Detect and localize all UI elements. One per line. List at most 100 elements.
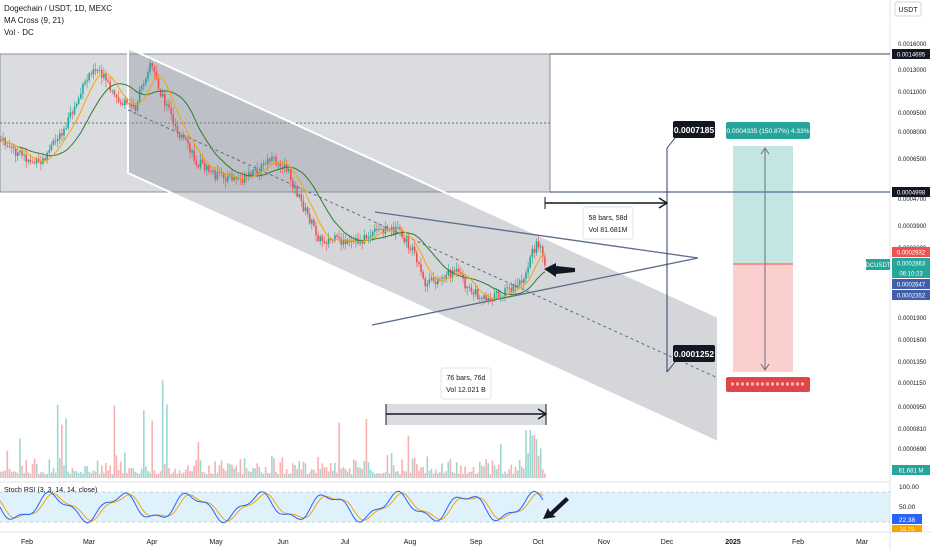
candle-body <box>224 178 227 182</box>
symbol-title[interactable]: Dogechain / USDT, 1D, MEXC <box>4 4 113 13</box>
volume-bar <box>107 470 109 478</box>
candle-body <box>208 165 210 172</box>
volume-bar <box>472 466 475 478</box>
volume-bar <box>443 472 445 478</box>
candle-body <box>439 278 441 280</box>
price-tags: 0.0014695 0.0004998 0.0002932 0.0002863 06:1… <box>892 49 930 475</box>
time-tick-label: Nov <box>598 539 611 546</box>
candle-body <box>182 135 185 138</box>
volume-bar <box>346 471 349 478</box>
candle-body <box>35 158 38 164</box>
volume-bar <box>481 465 483 478</box>
candle-body <box>75 103 78 107</box>
candle-body <box>88 73 90 81</box>
candle-body <box>525 272 527 279</box>
price-tag-text: 06:10:23 <box>899 272 923 278</box>
volume-bar <box>332 470 334 478</box>
stoch-tick-100: 100.00 <box>899 484 919 491</box>
candle-body <box>90 73 93 75</box>
candle-body <box>119 102 122 104</box>
volume-bar <box>365 418 368 478</box>
range-rectangle[interactable] <box>0 53 551 193</box>
candle-body <box>275 157 277 165</box>
volume-bar <box>405 471 408 478</box>
price-pane[interactable] <box>0 0 890 482</box>
currency-button[interactable] <box>894 1 922 17</box>
candle-body <box>107 80 109 82</box>
volume-bar <box>386 455 389 478</box>
ma-fast-line <box>0 72 546 299</box>
indicator-volume[interactable]: Vol · DC <box>4 28 34 37</box>
volume-bar <box>428 470 431 478</box>
target-high-label[interactable] <box>673 121 715 138</box>
candle-body <box>397 226 399 228</box>
target-low-label[interactable] <box>673 345 715 362</box>
candle-body <box>516 285 519 288</box>
candle-body <box>468 286 471 288</box>
price-tag <box>892 49 930 59</box>
volume-bar <box>439 472 441 478</box>
long-profit-zone[interactable] <box>733 146 793 264</box>
price-axis[interactable]: 0.0016000 0.0013000 0.0011000 0.0009500 0.00… <box>898 42 927 453</box>
volume-bar <box>216 472 219 478</box>
candle-body <box>233 177 235 181</box>
candle-body <box>105 73 107 81</box>
candle-body <box>111 90 114 92</box>
price-tag <box>892 187 930 197</box>
candle-body <box>161 93 164 97</box>
time-tick-label: Jun <box>277 539 288 546</box>
volume-bar <box>510 464 513 478</box>
volume-bar <box>445 471 447 478</box>
candle-body <box>285 164 288 172</box>
candle-body <box>544 256 546 266</box>
candle-body <box>401 229 403 238</box>
candle-body <box>453 270 456 272</box>
indicator-ma-cross[interactable]: MA Cross (9, 21) <box>4 16 65 25</box>
volume-bar <box>31 464 34 478</box>
volume-bar <box>319 468 321 478</box>
candle-body <box>157 78 160 90</box>
triangle-upper-line[interactable] <box>374 211 699 259</box>
price-tag <box>892 465 930 475</box>
descending-channel[interactable] <box>127 46 719 444</box>
volume-bar <box>42 472 44 478</box>
long-loss-zone[interactable] <box>733 264 793 372</box>
volume-bar <box>201 471 204 478</box>
candle-body <box>359 240 361 244</box>
time-axis[interactable]: Feb Mar Apr May Jun Jul Aug Sep Oct Nov Dec 2025 Feb… <box>21 539 869 546</box>
volume-bar <box>174 468 177 478</box>
volume-bar <box>40 472 42 478</box>
volume-bar <box>17 473 19 478</box>
volume-bar <box>464 466 466 478</box>
volume-bar <box>248 471 250 478</box>
volume-bar <box>409 472 412 478</box>
volume-bar <box>344 468 347 478</box>
volume-bar <box>266 472 269 478</box>
volume-bar <box>161 380 164 478</box>
volume-bar <box>243 458 246 478</box>
volume-bar <box>124 452 126 478</box>
candle-body <box>470 287 473 292</box>
candle-body <box>493 293 496 301</box>
candle-body <box>23 154 25 156</box>
candle-body <box>82 84 84 94</box>
triangle-lower-line[interactable] <box>371 257 699 326</box>
candle-body <box>241 178 244 183</box>
candle-body <box>134 104 137 111</box>
candle-body <box>214 170 216 180</box>
volume-bar <box>287 473 290 478</box>
candle-body <box>487 297 489 301</box>
candle-body <box>369 235 372 238</box>
candle-body <box>27 159 30 162</box>
candle-body <box>260 164 263 173</box>
candle-body <box>243 175 246 183</box>
volume-bar <box>533 435 536 478</box>
long-target-label[interactable] <box>726 122 810 139</box>
volume-bar <box>437 473 439 478</box>
candle-body <box>542 246 544 257</box>
volume-bar <box>56 404 59 478</box>
volume-bar <box>397 471 399 478</box>
volume-bar <box>529 429 531 478</box>
candle-body <box>237 178 240 179</box>
